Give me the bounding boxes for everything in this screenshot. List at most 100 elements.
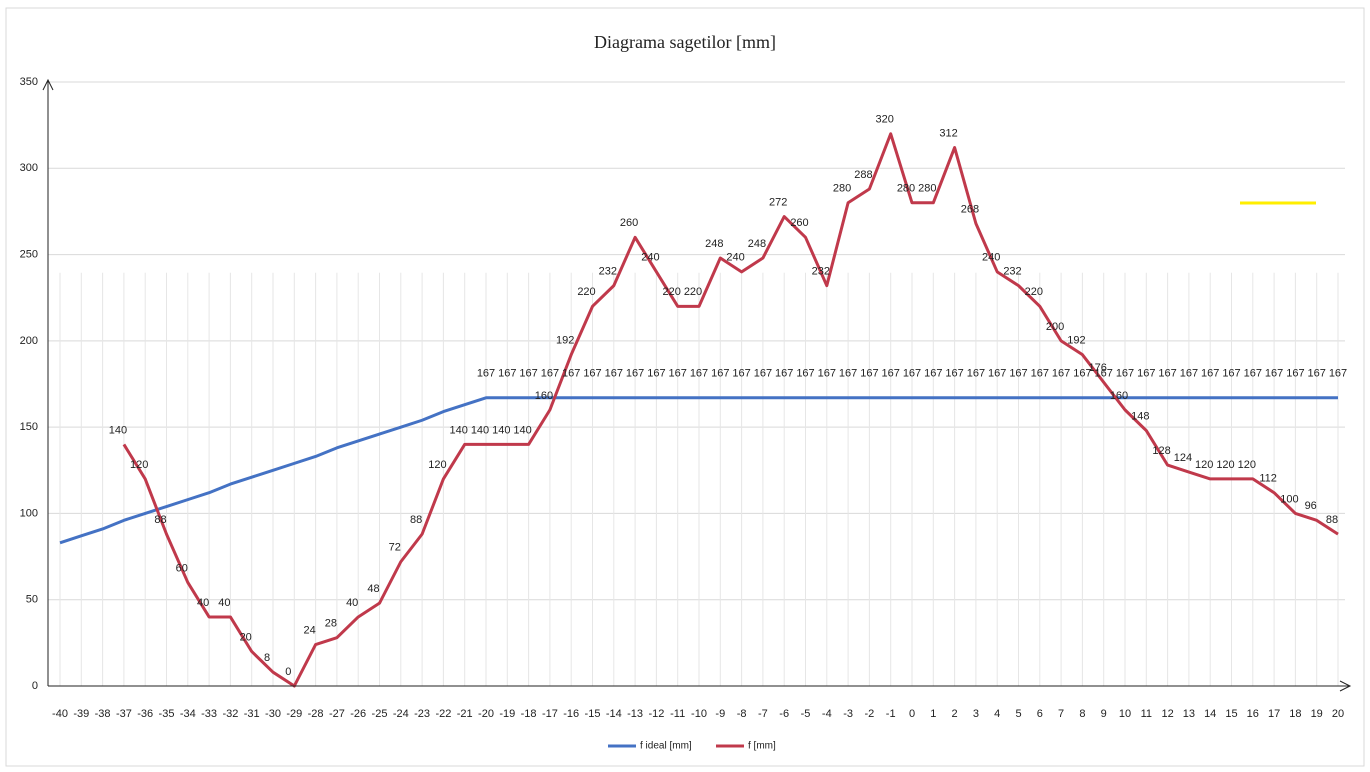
data-label: 167 <box>1158 368 1176 380</box>
x-tick-label: -15 <box>585 708 601 720</box>
data-label: 167 <box>1052 368 1070 380</box>
data-label: 167 <box>1308 368 1326 380</box>
data-label: 232 <box>812 266 830 278</box>
x-tick-label: -39 <box>73 708 89 720</box>
data-label: 120 <box>130 459 148 471</box>
data-label: 72 <box>389 542 401 554</box>
data-label: 167 <box>1244 368 1262 380</box>
data-label: 220 <box>1025 286 1043 298</box>
data-label: 40 <box>346 597 358 609</box>
data-label: 167 <box>818 368 836 380</box>
y-tick-label: 100 <box>20 507 38 519</box>
x-tick-label: -24 <box>393 708 409 720</box>
data-label: 167 <box>1265 368 1283 380</box>
chart-frame <box>5 7 1365 767</box>
x-tick-label: 14 <box>1204 708 1216 720</box>
data-label: 272 <box>769 197 787 209</box>
chart-title: Diagrama sagetilor [mm] <box>594 32 776 52</box>
x-tick-label: 20 <box>1332 708 1344 720</box>
data-label: 167 <box>1180 368 1198 380</box>
x-tick-label: 10 <box>1119 708 1131 720</box>
data-label: 167 <box>732 368 750 380</box>
data-label: 260 <box>790 217 808 229</box>
data-label: 20 <box>240 631 252 643</box>
data-label: 120 <box>1216 459 1234 471</box>
x-tick-label: -28 <box>308 708 324 720</box>
x-tick-label: -1 <box>886 708 896 720</box>
data-label: 167 <box>775 368 793 380</box>
x-tick-label: 8 <box>1079 708 1085 720</box>
x-tick-label: -32 <box>222 708 238 720</box>
x-tick-label: -3 <box>843 708 853 720</box>
data-label: 167 <box>796 368 814 380</box>
x-tick-label: 19 <box>1311 708 1323 720</box>
x-tick-label: -29 <box>286 708 302 720</box>
x-tick-label: -18 <box>521 708 537 720</box>
grid <box>48 81 1345 687</box>
data-label: 220 <box>684 286 702 298</box>
x-tick-label: -21 <box>457 708 473 720</box>
x-tick-label: 9 <box>1101 708 1107 720</box>
x-tick-label: -31 <box>244 708 260 720</box>
data-label: 167 <box>541 368 559 380</box>
data-label: 280 <box>897 183 915 195</box>
data-label: 167 <box>1073 368 1091 380</box>
x-tick-label: 12 <box>1161 708 1173 720</box>
data-label: 167 <box>988 368 1006 380</box>
data-label: 88 <box>1326 514 1338 526</box>
y-tick-label: 300 <box>20 162 38 174</box>
data-label: 220 <box>663 286 681 298</box>
x-tick-label: -27 <box>329 708 345 720</box>
data-label: 167 <box>498 368 516 380</box>
x-tick-label: 5 <box>1015 708 1021 720</box>
data-label: 167 <box>924 368 942 380</box>
x-tick-label: -13 <box>627 708 643 720</box>
data-label: 140 <box>471 424 489 436</box>
data-label: 40 <box>197 597 209 609</box>
data-label: 280 <box>833 183 851 195</box>
x-tick-label: 0 <box>909 708 915 720</box>
data-label: 240 <box>641 252 659 264</box>
data-label: 220 <box>577 286 595 298</box>
x-tick-label: 1 <box>930 708 936 720</box>
x-tick-label: 2 <box>952 708 958 720</box>
data-label: 248 <box>705 238 723 250</box>
x-tick-label: -23 <box>414 708 430 720</box>
data-label: 200 <box>1046 321 1064 333</box>
data-label: 167 <box>1095 368 1113 380</box>
x-tick-label: -33 <box>201 708 217 720</box>
data-label: 40 <box>218 597 230 609</box>
x-tick-label: -26 <box>350 708 366 720</box>
x-tick-label: -30 <box>265 708 281 720</box>
data-label: 167 <box>1329 368 1347 380</box>
x-tick-label: -12 <box>648 708 664 720</box>
data-label: 240 <box>982 252 1000 264</box>
series-line <box>122 132 1339 688</box>
data-label: 140 <box>109 424 127 436</box>
data-label: 140 <box>492 424 510 436</box>
x-tick-label: 13 <box>1183 708 1195 720</box>
data-label: 240 <box>726 252 744 264</box>
y-tick-label: 350 <box>20 76 38 88</box>
x-tick-label: -19 <box>499 708 515 720</box>
data-label: 148 <box>1131 411 1149 423</box>
data-label: 320 <box>876 114 894 126</box>
data-label: 167 <box>690 368 708 380</box>
data-label: 167 <box>945 368 963 380</box>
data-label: 312 <box>939 127 957 139</box>
data-label: 88 <box>410 514 422 526</box>
x-tick-label: 18 <box>1289 708 1301 720</box>
data-label: 167 <box>647 368 665 380</box>
x-tick-label: -38 <box>95 708 111 720</box>
x-tick-label: -2 <box>865 708 875 720</box>
x-tick-label: -6 <box>779 708 789 720</box>
x-tick-label: 16 <box>1247 708 1259 720</box>
data-label: 167 <box>1009 368 1027 380</box>
x-tick-label: -9 <box>715 708 725 720</box>
marks <box>59 132 1339 688</box>
x-tick-label: -40 <box>52 708 68 720</box>
data-label: 268 <box>961 203 979 215</box>
data-label: 167 <box>903 368 921 380</box>
data-label: 124 <box>1174 452 1192 464</box>
